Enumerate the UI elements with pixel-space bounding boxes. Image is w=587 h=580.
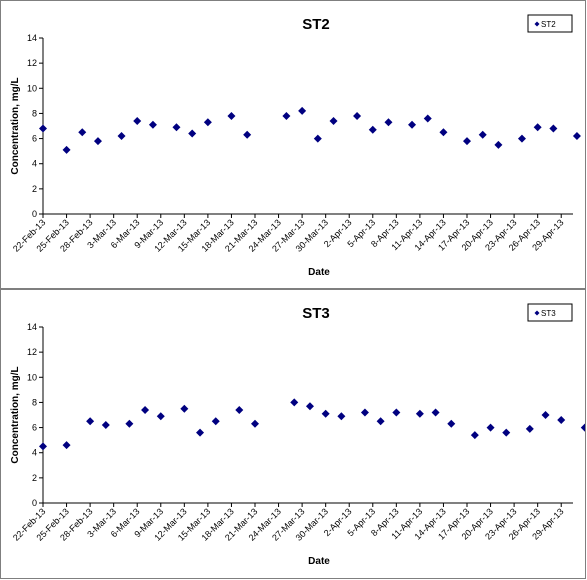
st3-data-point bbox=[141, 405, 150, 414]
st2-data-point bbox=[93, 137, 102, 146]
st2-data-point bbox=[148, 120, 157, 129]
st3-data-point bbox=[541, 411, 550, 419]
st3-data-point bbox=[39, 442, 47, 451]
st3-data-point bbox=[125, 419, 134, 428]
st2-data-point bbox=[463, 137, 471, 146]
y-tick-label: 10 bbox=[27, 83, 37, 93]
y-tick-label: 10 bbox=[27, 372, 37, 382]
legend-marker bbox=[534, 21, 540, 27]
y-axis-title: Concentration, mg/L bbox=[10, 366, 21, 463]
st3-data-point bbox=[415, 409, 424, 418]
st2-data-point bbox=[313, 134, 322, 143]
legend-label: ST2 bbox=[541, 20, 556, 29]
st2-data-point bbox=[423, 114, 432, 123]
st2-data-point bbox=[282, 111, 291, 120]
st2-data-point bbox=[298, 106, 307, 115]
y-tick-label: 6 bbox=[32, 423, 37, 433]
chart-st3: ST30246810121422-Feb-1325-Feb-1328-Feb-1… bbox=[10, 303, 585, 567]
st3-data-point bbox=[196, 428, 205, 437]
st3-data-point bbox=[156, 412, 165, 421]
st2-data-point bbox=[353, 111, 362, 120]
y-tick-label: 2 bbox=[32, 184, 37, 194]
y-tick-label: 8 bbox=[32, 108, 37, 118]
st2-data-point bbox=[533, 123, 542, 132]
y-tick-label: 2 bbox=[32, 473, 37, 483]
st2-data-point bbox=[62, 145, 71, 154]
st2-data-point bbox=[188, 129, 197, 138]
st3-data-point bbox=[360, 408, 369, 417]
st3-data-point bbox=[376, 417, 385, 426]
st2-data-point bbox=[494, 140, 503, 149]
st3-data-point bbox=[557, 416, 566, 425]
st2-data-point bbox=[133, 116, 142, 125]
st3-data-point bbox=[486, 423, 495, 432]
y-tick-label: 6 bbox=[32, 134, 37, 144]
y-axis-title: Concentration, mg/L bbox=[10, 77, 21, 174]
st3-data-point bbox=[431, 408, 440, 417]
st2-data-point bbox=[549, 124, 558, 133]
st2-data-point bbox=[203, 118, 212, 127]
chart-panel-st3: ST3 0 2 4 6 8 10 12 14 22-Feb-13 25-Feb-13 28-Feb-1… bbox=[0, 289, 586, 579]
st3-data-point bbox=[235, 405, 244, 414]
y-tick-label: 12 bbox=[27, 58, 37, 68]
y-tick-label: 0 bbox=[32, 209, 37, 219]
st3-data-point bbox=[62, 441, 71, 450]
legend-marker bbox=[534, 310, 540, 316]
y-tick-label: 12 bbox=[27, 347, 37, 357]
st2-data-point bbox=[172, 123, 181, 132]
legend-label: ST3 bbox=[541, 309, 556, 318]
legend: ST2 bbox=[527, 14, 573, 33]
st3-data-point bbox=[502, 428, 511, 437]
st3-data-point bbox=[305, 402, 314, 411]
st3-data-point bbox=[447, 419, 456, 428]
st2-data-point bbox=[572, 132, 581, 141]
st3-data-point bbox=[211, 417, 220, 426]
chart-title: ST3 bbox=[302, 305, 330, 322]
st3-data-point bbox=[101, 421, 110, 430]
st2-data-point bbox=[329, 116, 338, 125]
st2-data-point bbox=[227, 111, 236, 120]
st3-data-point bbox=[392, 408, 401, 417]
st3-data-point bbox=[290, 398, 299, 407]
st2-data-point bbox=[384, 118, 393, 127]
x-axis-title: Date bbox=[308, 556, 330, 567]
legend: ST3 bbox=[527, 303, 573, 322]
st3-data-point bbox=[580, 423, 585, 432]
st2-data-point bbox=[243, 130, 252, 139]
chart-st2: ST20246810121422-Feb-1325-Feb-1328-Feb-1… bbox=[10, 14, 581, 278]
y-tick-label: 8 bbox=[32, 397, 37, 407]
legend-box bbox=[527, 303, 573, 322]
y-tick-label: 0 bbox=[32, 498, 37, 508]
st2-data-point bbox=[478, 130, 487, 139]
st2-data-point bbox=[39, 124, 47, 133]
st3-data-point bbox=[470, 431, 479, 440]
st3-data-point bbox=[251, 419, 259, 428]
st2-data-point bbox=[117, 132, 126, 141]
chart-title: ST2 bbox=[302, 16, 330, 33]
y-tick-label: 4 bbox=[32, 448, 37, 458]
st2-data-point bbox=[517, 134, 526, 143]
st3-data-point bbox=[321, 409, 330, 418]
st2-data-point bbox=[439, 128, 448, 137]
st3-data-point bbox=[180, 404, 189, 413]
y-tick-label: 4 bbox=[32, 159, 37, 169]
st2-data-point bbox=[78, 128, 87, 137]
st3-data-point bbox=[86, 417, 95, 426]
st3-data-point bbox=[337, 412, 346, 421]
y-tick-label: 14 bbox=[27, 33, 37, 43]
legend-box bbox=[527, 14, 573, 33]
st2-data-point bbox=[368, 125, 377, 134]
y-tick-label: 14 bbox=[27, 322, 37, 332]
st3-data-point bbox=[525, 424, 534, 433]
st2-data-point bbox=[408, 120, 417, 129]
x-axis-title: Date bbox=[308, 267, 330, 278]
chart-panel-st2: ST2 0 2 4 6 8 10 12 14 22-Feb-13 25-Feb-13 28-Feb-1… bbox=[0, 0, 586, 289]
